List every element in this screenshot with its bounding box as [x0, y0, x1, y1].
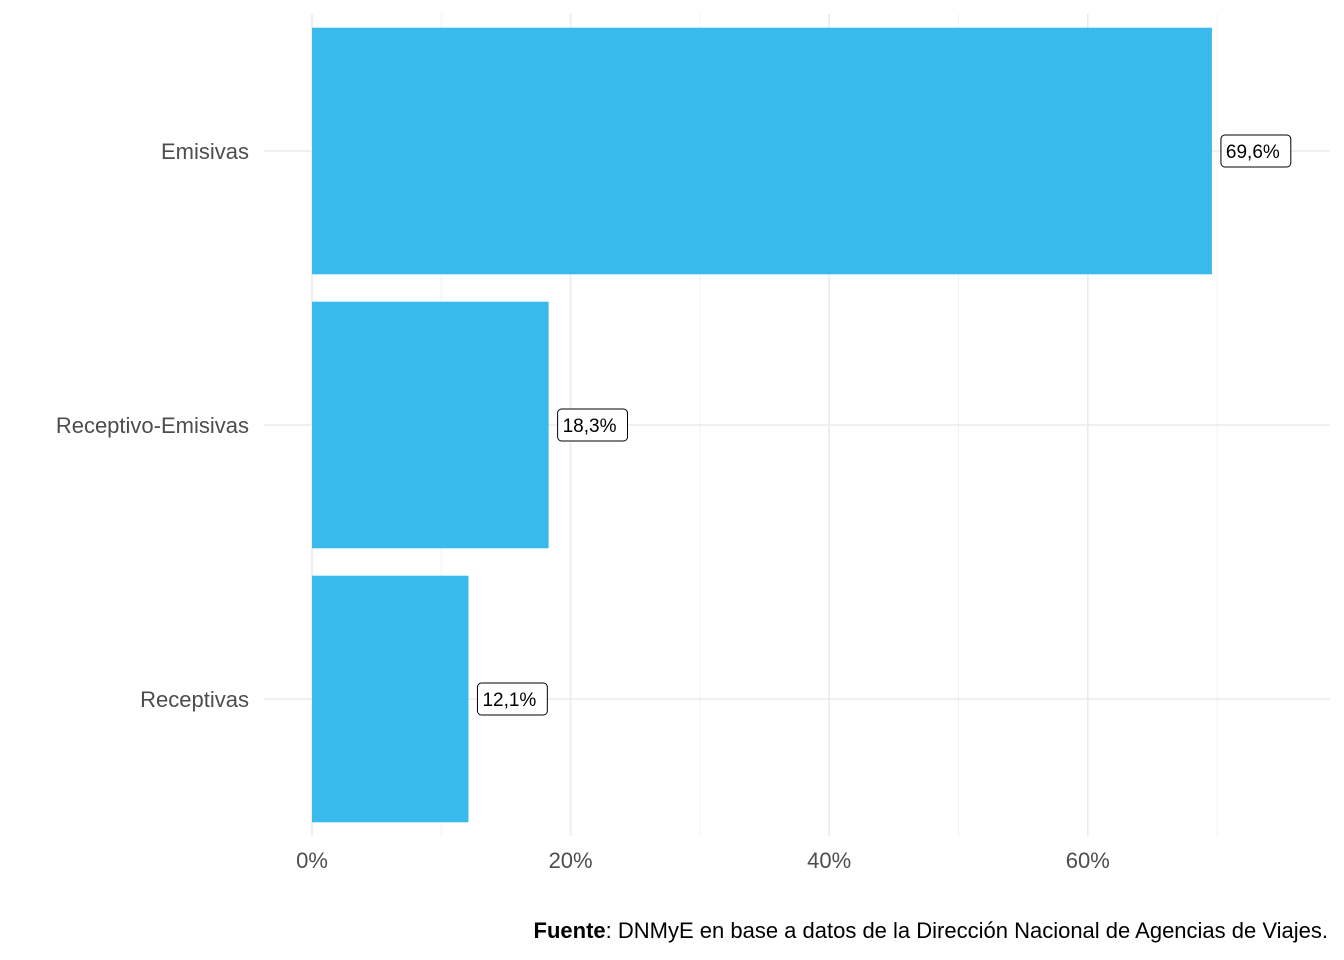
y-axis-labels: Emisivas Receptivo-Emisivas Receptivas: [56, 139, 249, 712]
data-label-box: [1220, 134, 1292, 168]
bar-receptivo-emisivas: [312, 301, 549, 549]
y-tick-label: Receptivo-Emisivas: [56, 413, 249, 438]
y-tick-label: Emisivas: [161, 139, 249, 164]
x-tick-label: 40%: [807, 848, 851, 873]
source-caption: Fuente: DNMyE en base a datos de la Dire…: [534, 918, 1328, 944]
data-labels: 69,6% 18,3% 12,1%: [476, 134, 1292, 716]
data-label: 18,3%: [557, 408, 628, 442]
data-label-box: [557, 408, 628, 442]
y-tick-label: Receptivas: [140, 687, 249, 712]
source-caption-text: : DNMyE en base a datos de la Dirección …: [605, 918, 1328, 943]
data-label: 69,6%: [1220, 134, 1292, 168]
data-label-text: 69,6%: [1226, 142, 1280, 163]
x-axis-labels: 0% 20% 40% 60%: [296, 848, 1110, 873]
data-label: 12,1%: [476, 682, 548, 716]
x-tick-label: 20%: [549, 848, 593, 873]
data-label-text: 18,3%: [563, 416, 617, 437]
data-label-text: 12,1%: [482, 690, 536, 711]
source-caption-bold: Fuente: [533, 918, 606, 943]
data-label-box: [476, 682, 548, 716]
x-tick-label: 0%: [296, 848, 328, 873]
bars: [312, 27, 1212, 823]
x-tick-label: 60%: [1066, 848, 1110, 873]
bar-emisivas: [312, 27, 1212, 275]
bar-receptivas: [312, 575, 469, 823]
